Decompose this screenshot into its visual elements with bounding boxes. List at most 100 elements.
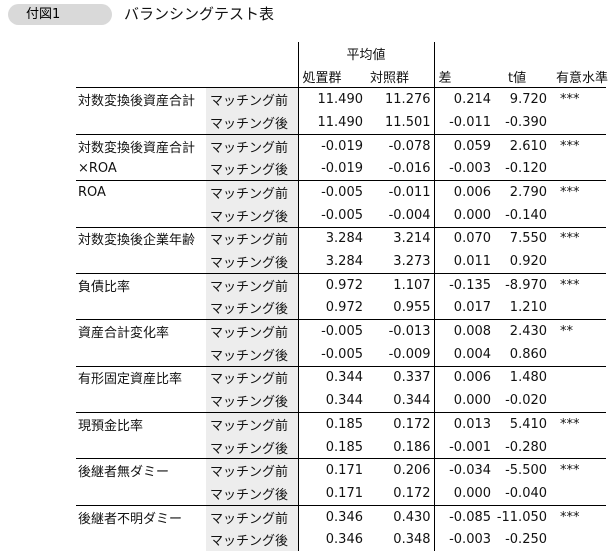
t-value: -0.390: [505, 114, 548, 130]
treated-mean: 0.171: [297, 458, 366, 483]
matching-phase: マッチング前: [206, 411, 298, 436]
variable-label: [76, 389, 206, 412]
table-row: 現預金比率 マッチング前 0.185 0.172 0.013 5.410 ***: [76, 411, 607, 436]
significance: **: [550, 319, 607, 343]
matching-phase: マッチング前: [206, 458, 298, 483]
control-mean: 0.344: [366, 389, 435, 413]
treated-mean: 0.185: [297, 411, 366, 436]
t-value: -0.020: [505, 393, 548, 409]
significance: ***: [550, 272, 607, 297]
control-mean: 0.206: [366, 458, 435, 483]
table-row: 対数変換後資産合計 マッチング前 11.490 11.276 0.214 9.720 ***: [76, 87, 607, 112]
treated-mean: -0.005: [297, 319, 366, 343]
significance: [550, 157, 606, 180]
difference: -0.135: [434, 272, 495, 297]
difference: 0.070: [434, 226, 495, 251]
variable-label: 有形固定資産比率: [76, 365, 206, 390]
matching-phase: マッチング後: [206, 482, 298, 506]
difference: 0.013: [434, 411, 495, 436]
difference: 0.008: [434, 319, 495, 343]
t-value: 0.860: [509, 346, 548, 362]
significance: [550, 436, 606, 459]
significance-column-header: 有意水準: [556, 70, 609, 86]
variable-label: [76, 250, 206, 273]
matching-phase: マッチング後: [206, 203, 298, 227]
table-row: 資産合計変化率 マッチング前 -0.005 -0.013 0.008 2.430 **: [76, 319, 607, 343]
t-value: -0.250: [505, 532, 548, 548]
t-value: 0.920: [509, 254, 548, 270]
control-mean: -0.013: [366, 319, 435, 343]
variable-label: [76, 111, 206, 134]
treated-mean: 0.344: [297, 389, 366, 413]
table-row: 対数変換後企業年齢 マッチング前 3.284 3.214 0.070 7.550 ***: [76, 226, 607, 251]
significance: [550, 343, 606, 366]
significance: ***: [550, 87, 607, 112]
t-value: -8.970: [494, 272, 551, 297]
matching-phase: マッチング前: [206, 319, 298, 343]
table-row: 負債比率 マッチング前 0.972 1.107 -0.135 -8.970 ***: [76, 272, 607, 297]
table-row: マッチング後 -0.005 -0.009 0.004 0.860: [76, 342, 606, 367]
significance: [550, 297, 606, 320]
matching-phase: マッチング後: [206, 111, 298, 135]
control-mean: 3.273: [366, 250, 435, 274]
table-row: マッチング後 0.346 0.348 -0.003 -0.250: [76, 528, 606, 551]
matching-phase: マッチング後: [206, 157, 298, 181]
treated-mean: 0.346: [297, 504, 366, 529]
treated-mean: -0.019: [297, 133, 366, 158]
significance: ***: [550, 411, 607, 436]
table-row: 後継者無ダミー マッチング前 0.171 0.206 -0.034 -5.500 ***: [76, 458, 607, 483]
matching-phase: マッチング前: [206, 272, 298, 297]
table-row: マッチング後 0.171 0.172 0.000 -0.040: [76, 482, 606, 506]
matching-phase: マッチング前: [206, 180, 298, 204]
treated-mean: -0.005: [297, 180, 366, 204]
variable-label: 対数変換後資産合計: [76, 87, 206, 112]
difference: 0.000: [453, 393, 492, 409]
table-row: マッチング後 11.490 11.501 -0.011 -0.390: [76, 111, 606, 135]
variable-label: [76, 528, 206, 551]
table-row: 後継者不明ダミー マッチング前 0.346 0.430 -0.085 -11.050 ***: [76, 504, 607, 529]
difference: -0.001: [449, 439, 492, 455]
significance: [550, 482, 606, 505]
variable-label: [76, 482, 206, 505]
table-body: 対数変換後資産合計 マッチング前 11.490 11.276 0.214 9.720 ***…: [76, 87, 607, 551]
balancing-test-table: 平均値 処置群 対照群 差 t値 有意水準 対数変換後資産合計 マッチング前 11.…: [76, 42, 609, 551]
control-mean: -0.009: [366, 342, 435, 367]
significance: ***: [550, 180, 607, 204]
variable-label: [76, 204, 206, 227]
control-mean: 0.430: [366, 504, 435, 529]
table-row: マッチング後 0.185 0.186 -0.001 -0.280: [76, 435, 606, 459]
matching-phase: マッチング前: [206, 365, 298, 390]
treated-mean: 3.284: [297, 250, 366, 274]
matching-phase: マッチング前: [206, 226, 298, 251]
control-mean: 0.337: [366, 365, 435, 390]
significance: [550, 528, 606, 551]
treated-mean: 0.185: [297, 435, 366, 459]
difference: -0.011: [449, 114, 492, 130]
variable-label: [76, 343, 206, 366]
matching-phase: マッチング前: [206, 87, 298, 112]
control-mean: 0.955: [366, 296, 435, 320]
t-value: 7.550: [494, 226, 551, 251]
t-value: 2.610: [494, 133, 551, 158]
matching-phase: マッチング後: [206, 250, 298, 274]
t-value: -0.280: [505, 439, 548, 455]
difference: 0.059: [434, 133, 495, 158]
t-value: -0.040: [505, 485, 548, 501]
variable-label: ×ROA: [78, 161, 117, 177]
control-mean: -0.011: [366, 180, 435, 204]
variable-label: ROA: [76, 180, 206, 204]
difference: 0.006: [434, 180, 495, 204]
treated-mean: -0.005: [297, 203, 366, 227]
treated-mean: 0.171: [297, 482, 366, 506]
treated-mean: 0.972: [297, 272, 366, 297]
diff-column-header: 差: [438, 70, 452, 86]
difference: -0.034: [434, 458, 495, 483]
control-mean: 0.172: [366, 411, 435, 436]
control-mean: 0.348: [366, 528, 435, 551]
matching-phase: マッチング後: [206, 296, 298, 320]
t-value: -11.050: [494, 504, 551, 529]
difference: -0.003: [449, 161, 492, 177]
significance: ***: [550, 226, 607, 251]
table-row: マッチング後 0.344 0.344 0.000 -0.020: [76, 389, 606, 413]
mean-group-header: 平均値: [297, 42, 435, 65]
